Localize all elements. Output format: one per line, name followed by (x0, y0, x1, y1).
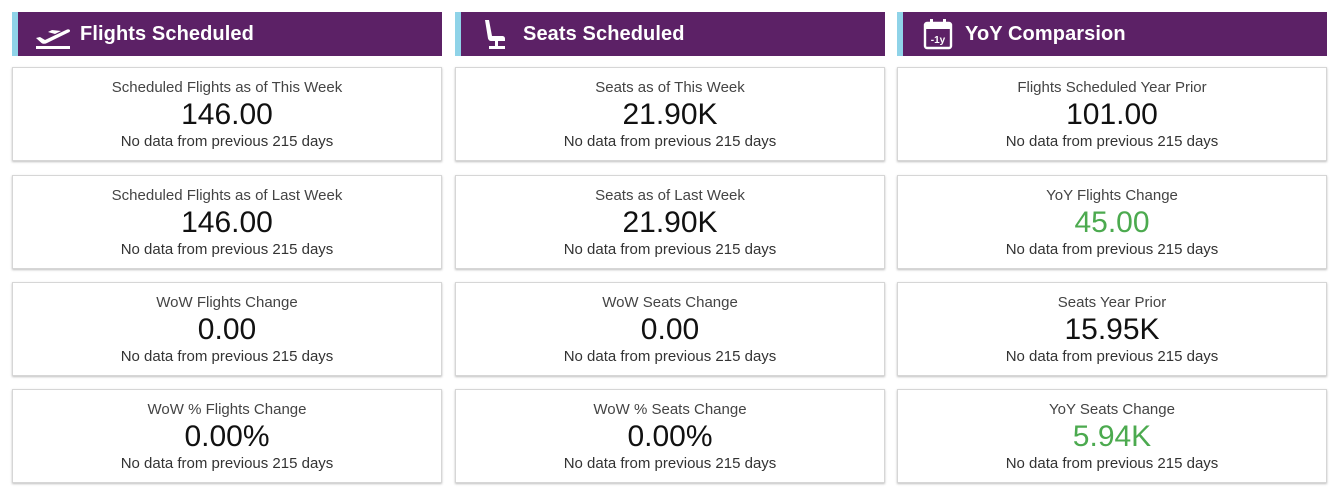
metric-card: Scheduled Flights as of This Week 146.00… (12, 67, 442, 161)
metric-note: No data from previous 215 days (563, 241, 777, 258)
metric-value: 146.00 (181, 206, 273, 239)
metric-value: 0.00 (197, 313, 257, 346)
seat-icon (475, 16, 517, 52)
metric-card: YoY Flights Change 45.00 No data from pr… (897, 175, 1327, 269)
metric-note: No data from previous 215 days (563, 455, 777, 472)
metric-card: YoY Seats Change 5.94K No data from prev… (897, 389, 1327, 483)
metric-note: No data from previous 215 days (1005, 133, 1219, 150)
calendar-icon-text: -1y (931, 35, 946, 46)
metric-value: 0.00 (640, 313, 700, 346)
metric-label: WoW % Flights Change (147, 401, 307, 418)
metric-card: WoW Seats Change 0.00 No data from previ… (455, 282, 885, 376)
calendar-minus-year-icon: -1y (917, 16, 959, 52)
metric-note: No data from previous 215 days (120, 348, 334, 365)
metric-note: No data from previous 215 days (120, 133, 334, 150)
metric-label: Seats Year Prior (1057, 294, 1167, 311)
metric-value: 101.00 (1066, 98, 1158, 131)
metric-value: 21.90K (622, 206, 718, 239)
metric-value: 45.00 (1074, 206, 1150, 239)
metric-note: No data from previous 215 days (563, 133, 777, 150)
header-accent (897, 12, 903, 56)
metric-card: Seats as of Last Week 21.90K No data fro… (455, 175, 885, 269)
metric-card: Scheduled Flights as of Last Week 146.00… (12, 175, 442, 269)
metric-value: 0.00% (184, 420, 270, 453)
header-accent (12, 12, 18, 56)
metric-value: 21.90K (622, 98, 718, 131)
seats-scheduled-header: Seats Scheduled (455, 12, 885, 56)
metric-note: No data from previous 215 days (120, 241, 334, 258)
metric-card: WoW Flights Change 0.00 No data from pre… (12, 282, 442, 376)
metric-label: YoY Seats Change (1049, 401, 1175, 418)
metric-note: No data from previous 215 days (1005, 455, 1219, 472)
metric-card: Seats Year Prior 15.95K No data from pre… (897, 282, 1327, 376)
header-title: Seats Scheduled (523, 23, 685, 45)
metric-value: 15.95K (1064, 313, 1160, 346)
header-title: Flights Scheduled (80, 23, 254, 45)
metric-label: Scheduled Flights as of This Week (111, 79, 343, 96)
metric-value: 5.94K (1072, 420, 1152, 453)
metric-label: WoW % Seats Change (593, 401, 747, 418)
metric-label: WoW Flights Change (156, 294, 298, 311)
flights-scheduled-header: Flights Scheduled (12, 12, 442, 56)
header-title: YoY Comparsion (965, 23, 1126, 45)
metric-card: Flights Scheduled Year Prior 101.00 No d… (897, 67, 1327, 161)
metric-card: WoW % Seats Change 0.00% No data from pr… (455, 389, 885, 483)
metric-value: 0.00% (627, 420, 713, 453)
metric-note: No data from previous 215 days (1005, 241, 1219, 258)
metric-label: Scheduled Flights as of Last Week (111, 187, 343, 204)
metric-label: Seats as of This Week (595, 79, 745, 96)
metric-label: WoW Seats Change (602, 294, 738, 311)
yoy-comparison-header: -1y YoY Comparsion (897, 12, 1327, 56)
metric-note: No data from previous 215 days (563, 348, 777, 365)
airplane-takeoff-icon (32, 16, 74, 52)
metric-label: YoY Flights Change (1046, 187, 1178, 204)
metric-label: Seats as of Last Week (595, 187, 745, 204)
metric-value: 146.00 (181, 98, 273, 131)
metric-card: Seats as of This Week 21.90K No data fro… (455, 67, 885, 161)
metric-note: No data from previous 215 days (120, 455, 334, 472)
metric-card: WoW % Flights Change 0.00% No data from … (12, 389, 442, 483)
metric-note: No data from previous 215 days (1005, 348, 1219, 365)
header-accent (455, 12, 461, 56)
metric-label: Flights Scheduled Year Prior (1017, 79, 1207, 96)
